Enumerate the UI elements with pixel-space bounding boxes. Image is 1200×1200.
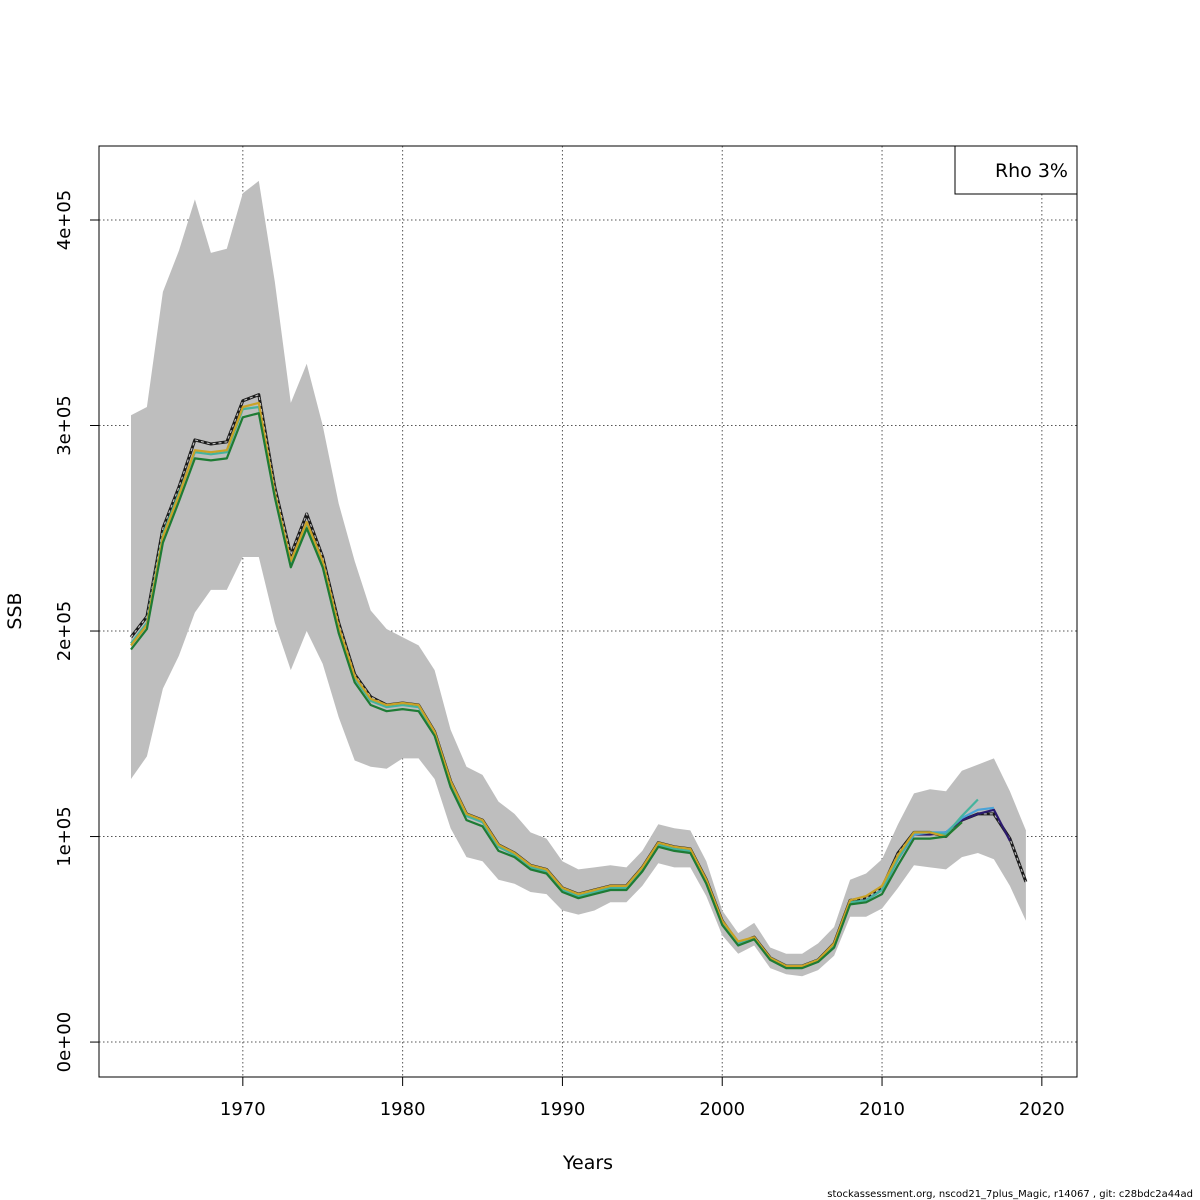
confidence-band-layer xyxy=(131,180,1026,977)
y-tick-label: 4e+05 xyxy=(54,190,75,251)
legend-frame xyxy=(954,145,1078,195)
series-line-0-dash xyxy=(130,393,1027,967)
x-tick-label: 1980 xyxy=(380,1099,426,1120)
axes: 1970 1980 1990 2000 2010 2020 0e+00 1e+05 2e+05 3… xyxy=(54,190,1065,1120)
y-axis-title: SSB xyxy=(4,592,26,629)
x-tick-label: 2020 xyxy=(1019,1099,1065,1120)
legend-box: Rho 3% xyxy=(954,145,1078,195)
series-line-4 xyxy=(130,401,963,968)
confidence-band xyxy=(131,180,1026,977)
x-axis-title: Years xyxy=(562,1152,613,1174)
plot-frame xyxy=(98,145,1078,1078)
x-tick-label: 1970 xyxy=(220,1099,266,1120)
y-tick-label: 2e+05 xyxy=(54,601,75,662)
x-tick-label: 2000 xyxy=(699,1099,745,1120)
y-tick-label: 3e+05 xyxy=(54,395,75,456)
series-layer xyxy=(129,393,1028,970)
y-tick-label: 0e+00 xyxy=(54,1012,75,1073)
series-line-5 xyxy=(130,412,963,970)
footer-credit: stockassessment.org, nscod21_7plus_Magic… xyxy=(827,1189,1193,1200)
y-tick-label: 1e+05 xyxy=(54,806,75,867)
legend-text: Rho 3% xyxy=(995,160,1068,182)
x-tick-label: 1990 xyxy=(540,1099,586,1120)
x-tick-label: 2010 xyxy=(859,1099,905,1120)
grid-lines xyxy=(99,146,1077,1077)
